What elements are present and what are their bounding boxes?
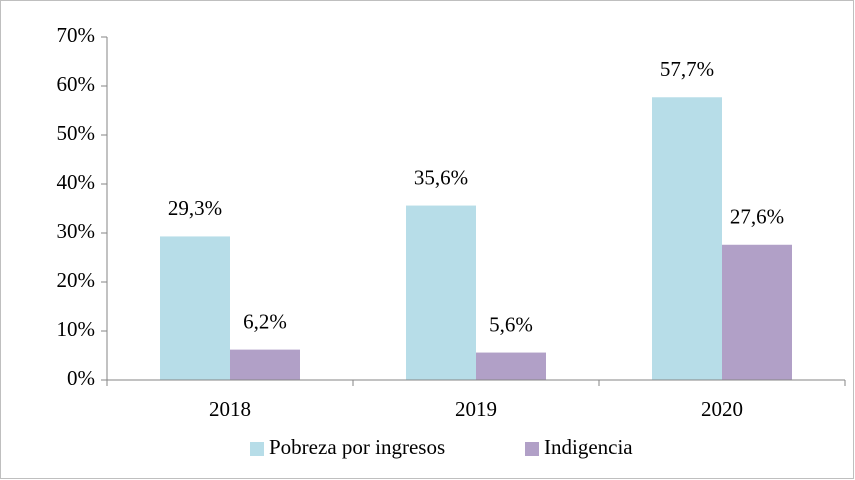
y-tick-label: 60% [57,72,96,96]
value-label: 5,6% [489,312,533,336]
legend-label: Pobreza por ingresos [269,435,445,459]
x-tick-label: 2020 [701,397,743,421]
bar [406,205,476,380]
value-label: 6,2% [243,309,287,333]
legend-label: Indigencia [544,435,633,459]
y-tick-label: 20% [57,268,96,292]
bar [652,97,722,381]
x-tick-label: 2019 [455,397,497,421]
y-tick-label: 10% [57,317,96,341]
bar [230,349,300,380]
value-label: 29,3% [168,196,222,220]
value-label: 57,7% [660,57,714,81]
bar [160,236,230,380]
value-label: 35,6% [414,165,468,189]
y-tick-label: 50% [57,121,96,145]
y-tick-label: 0% [67,366,95,390]
y-tick-label: 40% [57,170,96,194]
bar [476,352,546,380]
value-label: 27,6% [730,205,784,229]
legend-swatch [525,442,539,456]
y-tick-label: 30% [57,219,96,243]
x-tick-label: 2018 [209,397,251,421]
bar [722,244,792,380]
legend-swatch [250,442,264,456]
y-tick-label: 70% [57,23,96,47]
